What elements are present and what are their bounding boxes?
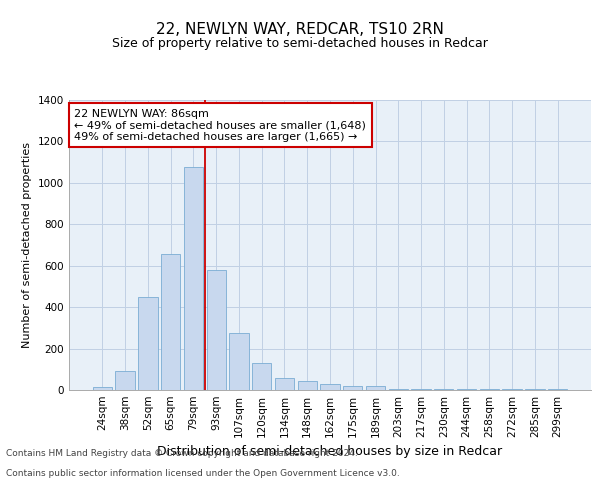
Bar xyxy=(479,389,499,390)
Bar xyxy=(252,363,271,390)
Text: Contains public sector information licensed under the Open Government Licence v3: Contains public sector information licen… xyxy=(6,468,400,477)
Bar xyxy=(275,378,294,390)
X-axis label: Distribution of semi-detached houses by size in Redcar: Distribution of semi-detached houses by … xyxy=(157,446,503,458)
Bar xyxy=(298,382,317,390)
Bar xyxy=(412,389,431,390)
Text: Size of property relative to semi-detached houses in Redcar: Size of property relative to semi-detach… xyxy=(112,38,488,51)
Bar xyxy=(525,389,545,390)
Y-axis label: Number of semi-detached properties: Number of semi-detached properties xyxy=(22,142,32,348)
Bar xyxy=(343,386,362,390)
Bar xyxy=(502,389,522,390)
Bar xyxy=(389,389,408,390)
Bar xyxy=(138,297,158,390)
Bar xyxy=(434,389,454,390)
Text: 22, NEWLYN WAY, REDCAR, TS10 2RN: 22, NEWLYN WAY, REDCAR, TS10 2RN xyxy=(156,22,444,38)
Text: 22 NEWLYN WAY: 86sqm
← 49% of semi-detached houses are smaller (1,648)
49% of se: 22 NEWLYN WAY: 86sqm ← 49% of semi-detac… xyxy=(74,108,366,142)
Bar xyxy=(206,270,226,390)
Bar xyxy=(229,333,248,390)
Bar xyxy=(161,254,181,390)
Bar xyxy=(93,387,112,390)
Bar xyxy=(115,371,135,390)
Bar xyxy=(457,389,476,390)
Bar xyxy=(184,166,203,390)
Text: Contains HM Land Registry data © Crown copyright and database right 2024.: Contains HM Land Registry data © Crown c… xyxy=(6,448,358,458)
Bar xyxy=(320,384,340,390)
Bar xyxy=(366,386,385,390)
Bar xyxy=(548,389,567,390)
